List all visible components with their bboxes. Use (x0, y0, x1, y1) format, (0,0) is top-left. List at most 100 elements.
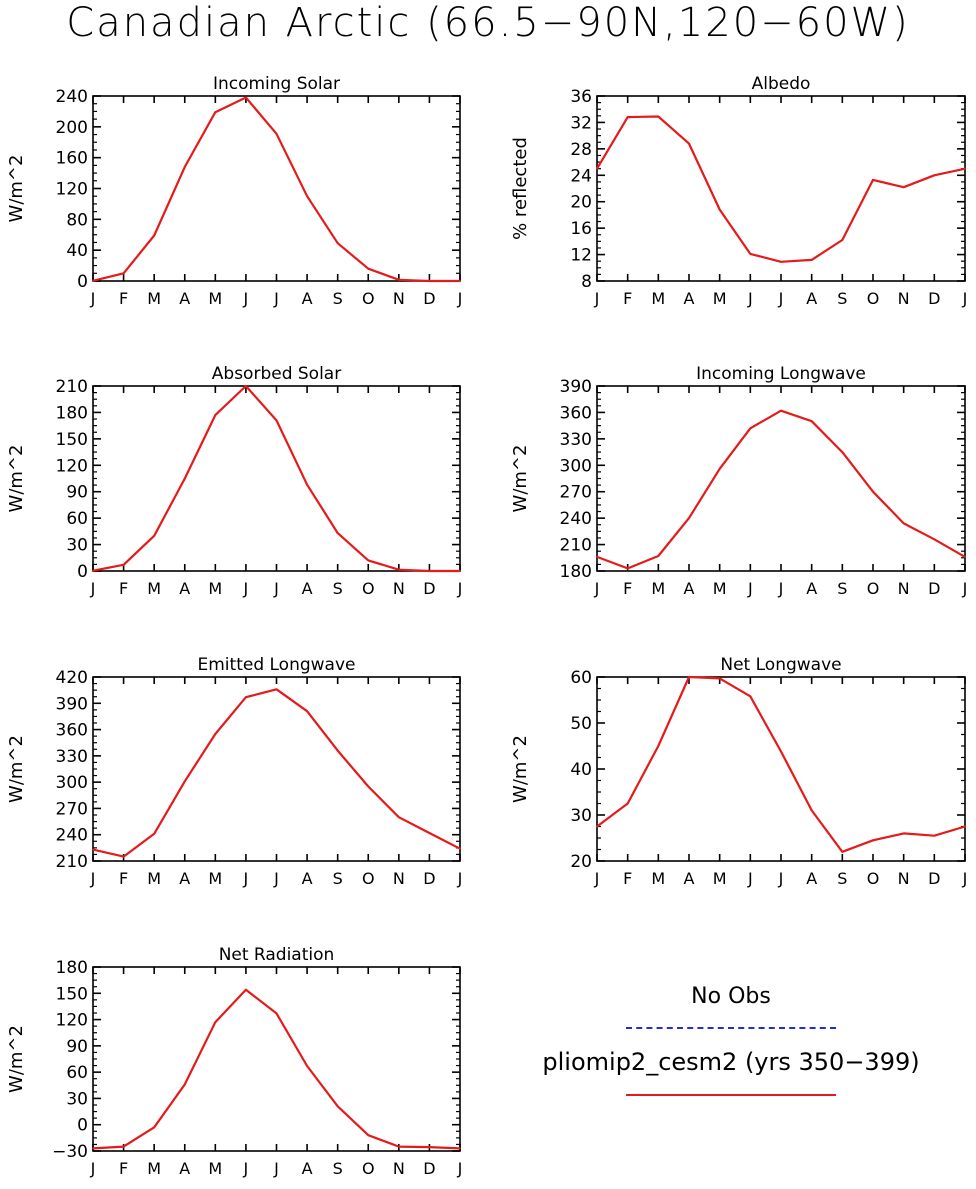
data-point (596, 556, 598, 558)
data-point (306, 710, 308, 713)
data-point (964, 556, 966, 558)
data-point (841, 451, 844, 453)
chart-title: Incoming Longwave (696, 364, 866, 384)
data-point (872, 839, 874, 842)
data-point (841, 239, 844, 241)
data-point (459, 280, 461, 282)
plot-frame (92, 676, 461, 862)
y-tick-label: 60 (570, 668, 592, 688)
data-point (459, 1147, 461, 1150)
data-point (810, 809, 813, 812)
x-tick-label: F (119, 1159, 128, 1178)
x-tick-label: J (90, 289, 96, 308)
data-point (810, 258, 813, 261)
x-tick-label: N (393, 869, 405, 888)
x-tick-label: D (423, 869, 435, 888)
x-tick-label: O (362, 869, 375, 888)
legend-obs-label: No Obs (691, 984, 771, 1009)
y-axis-label: W/m^2 (6, 445, 27, 513)
y-tick-label: 180 (560, 562, 592, 582)
x-tick-label: M (713, 579, 727, 598)
data-point (872, 179, 874, 181)
x-tick-label: J (457, 579, 463, 598)
data-point (749, 695, 752, 698)
data-point (275, 419, 278, 422)
y-tick-label: 0 (77, 1116, 88, 1136)
data-point (872, 490, 874, 493)
x-tick-label: J (90, 579, 96, 598)
x-tick-label: S (333, 1159, 343, 1178)
data-point (122, 563, 125, 566)
y-tick-label: 270 (56, 799, 88, 819)
data-point (657, 745, 660, 747)
x-tick-label: A (302, 289, 313, 308)
data-point (92, 569, 94, 572)
data-point (626, 802, 629, 805)
x-tick-label: F (119, 289, 128, 308)
legend-model-label: pliomip2_cesm2 (yrs 350−399) (542, 1048, 920, 1076)
y-axis-label: W/m^2 (510, 735, 531, 803)
x-tick-label: M (147, 869, 161, 888)
y-tick-label: 90 (66, 483, 88, 503)
x-tick-label: A (179, 869, 190, 888)
y-tick-label: 20 (570, 852, 592, 872)
data-point (153, 1126, 156, 1129)
data-point (245, 96, 247, 99)
y-tick-label: 60 (66, 1063, 88, 1083)
data-point (428, 832, 431, 834)
data-point (626, 116, 629, 119)
x-tick-label: J (243, 1159, 249, 1178)
x-tick-label: J (594, 869, 600, 888)
x-tick-label: O (362, 579, 375, 598)
x-tick-label: J (90, 869, 96, 888)
x-tick-label: M (208, 579, 222, 598)
y-tick-label: 30 (66, 536, 88, 556)
x-tick-label: J (273, 579, 279, 598)
y-tick-label: 390 (56, 694, 88, 714)
x-tick-label: M (147, 1159, 161, 1178)
page-title: Canadian Arctic (66.5−90N,120−60W) (66, 0, 910, 46)
x-tick-label: A (179, 579, 190, 598)
x-tick-label: A (302, 869, 313, 888)
data-point (367, 559, 370, 562)
data-point (214, 733, 217, 735)
y-axis-label: W/m^2 (6, 1025, 27, 1093)
x-tick-label: O (362, 1159, 375, 1178)
y-tick-label: 120 (56, 180, 88, 200)
y-tick-label: 210 (56, 377, 88, 397)
x-tick-label: A (806, 869, 817, 888)
data-point (245, 696, 247, 699)
x-tick-label: N (393, 579, 405, 598)
y-tick-label: 60 (66, 509, 88, 529)
y-tick-label: 150 (56, 430, 88, 450)
y-tick-label: 150 (56, 984, 88, 1004)
data-point (367, 267, 370, 270)
y-tick-label: 360 (56, 721, 88, 741)
series-line-pliomip2-cesm2-yrs-350-399 (92, 688, 461, 858)
x-tick-label: N (898, 869, 910, 888)
x-tick-label: J (273, 869, 279, 888)
x-tick-label: M (208, 289, 222, 308)
x-tick-label: N (898, 289, 910, 308)
x-tick-label: J (273, 1159, 279, 1178)
x-tick-label: M (651, 289, 665, 308)
data-point (780, 750, 782, 753)
x-tick-label: J (243, 579, 249, 598)
x-tick-label: J (243, 869, 249, 888)
data-point (397, 816, 400, 819)
y-tick-label: 24 (570, 166, 592, 186)
data-point (183, 780, 186, 783)
y-tick-label: −30 (52, 1142, 88, 1162)
y-tick-label: 420 (56, 668, 88, 688)
data-point (275, 132, 278, 135)
data-point (367, 785, 370, 788)
series-line-pliomip2-cesm2-yrs-350-399 (92, 96, 460, 283)
x-tick-label: J (747, 289, 753, 308)
series-line-pliomip2-cesm2-yrs-350-399 (596, 409, 966, 570)
data-point (780, 260, 782, 263)
y-tick-label: 240 (56, 87, 88, 107)
data-point (459, 847, 461, 850)
y-tick-label: 160 (56, 149, 88, 169)
